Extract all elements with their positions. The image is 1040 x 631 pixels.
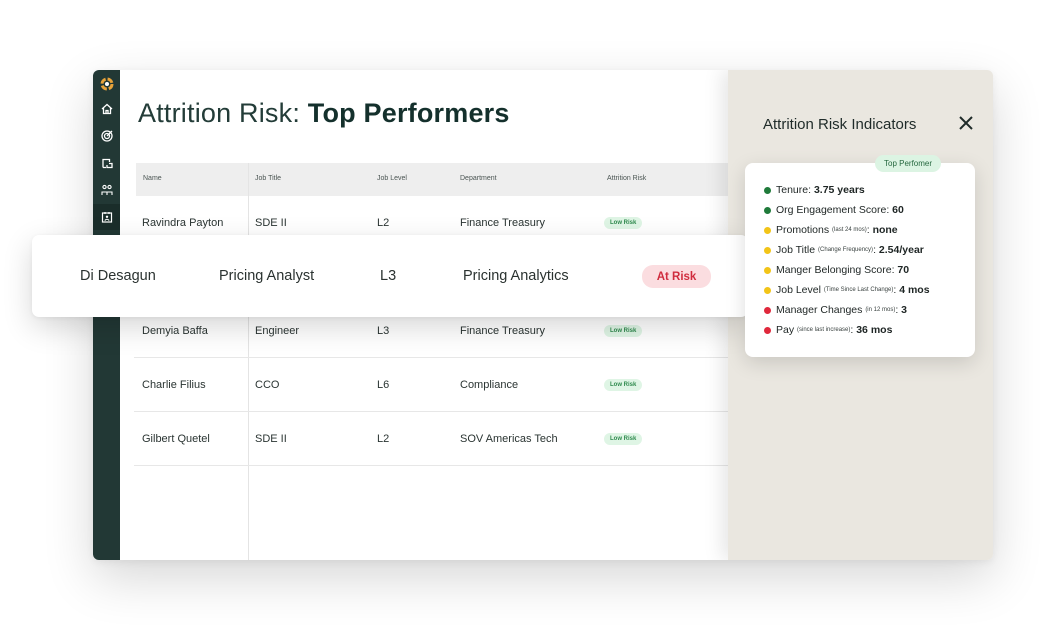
status-dot bbox=[764, 307, 771, 314]
cell-department: Finance Treasury bbox=[460, 217, 545, 229]
status-dot bbox=[764, 187, 771, 194]
cell-department: Compliance bbox=[460, 379, 518, 391]
docs-icon[interactable] bbox=[98, 154, 115, 171]
highlight-job-title: Pricing Analyst bbox=[219, 268, 314, 284]
header-department[interactable]: Department bbox=[460, 175, 497, 182]
cell-job-title: Engineer bbox=[255, 325, 299, 337]
status-dot bbox=[764, 267, 771, 274]
table-header: Name Job Title Job Level Department Attr… bbox=[136, 163, 736, 196]
people-icon[interactable] bbox=[98, 181, 115, 198]
table-row[interactable]: Gilbert Quetel SDE II L2 SOV Americas Te… bbox=[134, 412, 734, 466]
header-job-level[interactable]: Job Level bbox=[377, 175, 407, 182]
status-dot bbox=[764, 207, 771, 214]
cell-name: Ravindra Payton bbox=[142, 217, 223, 229]
header-job-title[interactable]: Job Title bbox=[255, 175, 281, 182]
cell-job-title: CCO bbox=[255, 379, 279, 391]
indicator-job-title: Job Title (Change Frequency): 2.54/year bbox=[764, 244, 924, 256]
cell-job-level: L3 bbox=[377, 325, 389, 337]
status-dot bbox=[764, 247, 771, 254]
cell-job-title: SDE II bbox=[255, 433, 287, 445]
header-attrition-risk[interactable]: Attrition Risk bbox=[607, 175, 646, 182]
highlight-job-level: L3 bbox=[380, 268, 396, 284]
status-dot bbox=[764, 287, 771, 294]
cell-job-title: SDE II bbox=[255, 217, 287, 229]
indicator-manager-belonging: Manger Belonging Score: 70 bbox=[764, 264, 909, 276]
header-name[interactable]: Name bbox=[143, 175, 162, 182]
calendar-user-icon[interactable] bbox=[93, 204, 120, 230]
indicator-job-level: Job Level (Time Since Last Change): 4 mo… bbox=[764, 284, 930, 296]
risk-badge: Low Risk bbox=[604, 433, 642, 445]
logo-icon[interactable] bbox=[98, 75, 115, 92]
risk-badge: Low Risk bbox=[604, 325, 642, 337]
indicator-org-engagement: Org Engagement Score: 60 bbox=[764, 204, 904, 216]
top-performer-badge: Top Perfomer bbox=[875, 155, 941, 172]
target-icon[interactable] bbox=[98, 127, 115, 144]
home-icon[interactable] bbox=[98, 100, 115, 117]
page-title: Attrition Risk: Top Performers bbox=[138, 98, 510, 129]
close-icon[interactable] bbox=[957, 114, 975, 132]
cell-job-level: L6 bbox=[377, 379, 389, 391]
at-risk-badge: At Risk bbox=[642, 265, 711, 288]
cell-job-level: L2 bbox=[377, 433, 389, 445]
indicator-tenure: Tenure: 3.75 years bbox=[764, 184, 865, 196]
highlight-department: Pricing Analytics bbox=[463, 268, 569, 284]
cell-job-level: L2 bbox=[377, 217, 389, 229]
table-row[interactable]: Charlie Filius CCO L6 Compliance Low Ris… bbox=[134, 358, 734, 412]
cell-department: SOV Americas Tech bbox=[460, 433, 558, 445]
cell-name: Demyia Baffa bbox=[142, 325, 208, 337]
risk-badge: Low Risk bbox=[604, 217, 642, 229]
highlight-name: Di Desagun bbox=[80, 268, 156, 284]
status-dot bbox=[764, 327, 771, 334]
risk-badge: Low Risk bbox=[604, 379, 642, 391]
cell-name: Charlie Filius bbox=[142, 379, 206, 391]
indicator-manager-changes: Manager Changes (in 12 mos): 3 bbox=[764, 304, 907, 316]
status-dot bbox=[764, 227, 771, 234]
indicators-card: Top Perfomer Tenure: 3.75 years Org Enga… bbox=[745, 163, 975, 357]
panel-title: Attrition Risk Indicators bbox=[763, 116, 916, 133]
cell-department: Finance Treasury bbox=[460, 325, 545, 337]
indicator-pay: Pay (since last increase): 36 mos bbox=[764, 324, 892, 336]
indicator-promotions: Promotions (last 24 mos): none bbox=[764, 224, 898, 236]
cell-name: Gilbert Quetel bbox=[142, 433, 210, 445]
highlighted-employee-row[interactable]: Di Desagun Pricing Analyst L3 Pricing An… bbox=[32, 235, 748, 317]
